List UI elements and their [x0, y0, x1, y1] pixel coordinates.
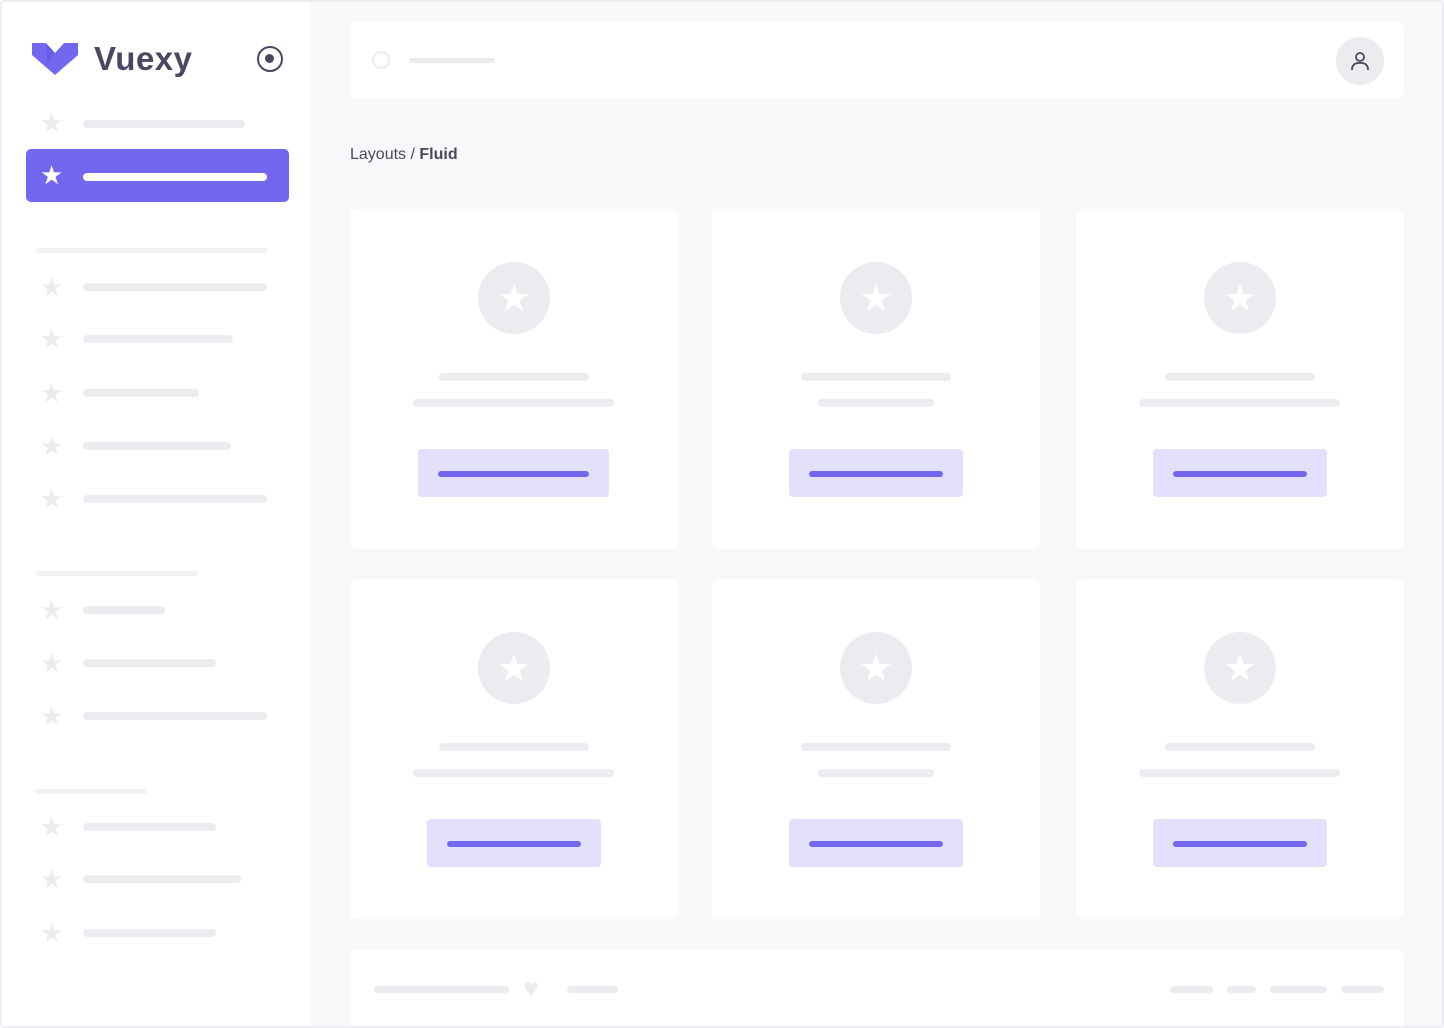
brand-name: Vuexy: [94, 40, 193, 77]
nav-item-skeleton[interactable]: [83, 823, 216, 831]
search-icon[interactable]: [372, 51, 390, 69]
nav-item-active[interactable]: ★: [26, 149, 289, 202]
card: ★: [1076, 579, 1404, 919]
vuexy-logo-icon: [32, 43, 78, 75]
star-icon: ★: [40, 484, 64, 514]
star-icon: ★: [40, 431, 64, 461]
nav-item-skeleton[interactable]: [83, 120, 245, 128]
card: ★: [712, 209, 1040, 549]
breadcrumb: Layouts / Fluid: [350, 146, 458, 164]
card-title-skeleton: [439, 373, 589, 381]
nav-item-label-skeleton: [83, 173, 267, 181]
footer-link-skeleton[interactable]: [1170, 986, 1213, 993]
star-icon: ★: [1204, 262, 1276, 334]
nav-item-skeleton[interactable]: [83, 712, 267, 720]
card-button[interactable]: [1153, 819, 1327, 867]
card-text-skeleton: [1139, 769, 1340, 777]
breadcrumb-parent[interactable]: Layouts: [350, 146, 407, 163]
breadcrumb-current: Fluid: [419, 146, 458, 163]
star-icon: ★: [40, 160, 64, 190]
user-icon: [1351, 52, 1369, 70]
footer: ♥: [350, 949, 1404, 1026]
star-icon: ★: [40, 378, 64, 408]
footer-text-skeleton: [374, 986, 509, 993]
nav-item-skeleton[interactable]: [83, 335, 233, 343]
search-input[interactable]: [409, 58, 495, 63]
nav-item-skeleton[interactable]: [83, 929, 216, 937]
card-button[interactable]: [789, 449, 963, 497]
card-button[interactable]: [427, 819, 601, 867]
star-icon: ★: [478, 262, 550, 334]
heart-icon: ♥: [523, 973, 540, 1003]
star-icon: ★: [1204, 632, 1276, 704]
star-icon: ★: [40, 812, 64, 842]
card: ★: [350, 209, 678, 549]
card-button[interactable]: [1153, 449, 1327, 497]
card-title-skeleton: [1165, 373, 1315, 381]
nav-item-skeleton[interactable]: [83, 283, 267, 291]
brand[interactable]: Vuexy: [32, 40, 193, 78]
nav-item-skeleton[interactable]: [83, 495, 267, 503]
section-header-skeleton: [35, 789, 147, 794]
footer-text-skeleton: [567, 986, 618, 993]
star-icon: ★: [478, 632, 550, 704]
card-button[interactable]: [789, 819, 963, 867]
star-icon: ★: [40, 108, 64, 138]
star-icon: ★: [40, 701, 64, 731]
card-text-skeleton: [818, 399, 934, 407]
nav-item-skeleton[interactable]: [83, 442, 231, 450]
footer-link-skeleton[interactable]: [1227, 986, 1256, 993]
card-button[interactable]: [418, 449, 609, 497]
user-avatar[interactable]: [1336, 37, 1384, 85]
nav-item-skeleton[interactable]: [83, 606, 165, 614]
star-icon: ★: [40, 648, 64, 678]
footer-link-skeleton[interactable]: [1270, 986, 1327, 993]
breadcrumb-separator: /: [406, 146, 420, 163]
nav-item-skeleton[interactable]: [83, 875, 241, 883]
card: ★: [712, 579, 1040, 919]
star-icon: ★: [40, 864, 64, 894]
card: ★: [350, 579, 678, 919]
star-icon: ★: [840, 632, 912, 704]
main-content: Layouts / Fluid ★ ★ ★ ★ ★ ★ ♥: [310, 2, 1442, 1026]
card: ★: [1076, 209, 1404, 549]
card-title-skeleton: [801, 373, 951, 381]
star-icon: ★: [40, 272, 64, 302]
star-icon: ★: [40, 918, 64, 948]
radio-circle-icon[interactable]: [257, 46, 283, 72]
sidebar: Vuexy ★ ★ ★ ★ ★ ★ ★ ★ ★ ★ ★ ★ ★: [2, 2, 310, 1026]
section-header-skeleton: [35, 248, 267, 253]
star-icon: ★: [40, 595, 64, 625]
card-text-skeleton: [413, 769, 614, 777]
card-title-skeleton: [439, 743, 589, 751]
star-icon: ★: [40, 324, 64, 354]
card-text-skeleton: [818, 769, 934, 777]
nav-item-skeleton[interactable]: [83, 389, 199, 397]
card-text-skeleton: [413, 399, 614, 407]
star-icon: ★: [840, 262, 912, 334]
footer-link-skeleton[interactable]: [1341, 986, 1384, 993]
section-header-skeleton: [35, 571, 198, 576]
navbar: [350, 21, 1404, 99]
nav-item-skeleton[interactable]: [83, 659, 216, 667]
card-text-skeleton: [1139, 399, 1340, 407]
card-title-skeleton: [1165, 743, 1315, 751]
card-title-skeleton: [801, 743, 951, 751]
